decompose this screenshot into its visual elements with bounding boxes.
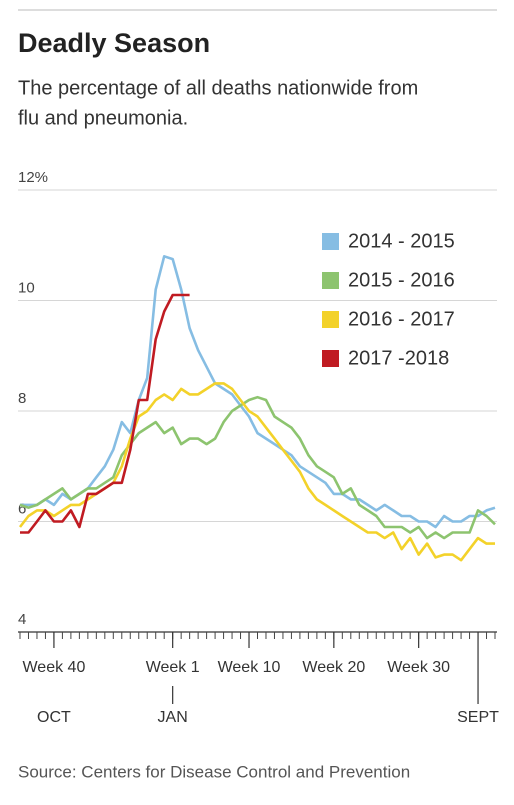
legend-swatch bbox=[322, 272, 339, 289]
chart-subtitle: flu and pneumonia. bbox=[18, 107, 188, 129]
x-tick-label: Week 1 bbox=[146, 659, 200, 676]
month-label: SEPT bbox=[457, 709, 499, 726]
legend-swatch bbox=[322, 350, 339, 367]
y-tick-label: 6 bbox=[18, 500, 26, 517]
legend-label: 2016 - 2017 bbox=[348, 308, 455, 330]
x-tick-label: Week 10 bbox=[218, 659, 281, 676]
x-tick-label: Week 30 bbox=[387, 659, 450, 676]
y-tick-label: 8 bbox=[18, 390, 26, 407]
series-line bbox=[19, 395, 496, 540]
legend-swatch bbox=[322, 233, 339, 250]
x-tick-label: Week 20 bbox=[302, 659, 365, 676]
month-label: OCT bbox=[37, 709, 71, 726]
legend-label: 2015 - 2016 bbox=[348, 269, 455, 291]
chart-subtitle: The percentage of all deaths nationwide … bbox=[18, 77, 418, 99]
legend-label: 2014 - 2015 bbox=[348, 230, 455, 252]
x-tick-label: Week 40 bbox=[22, 659, 85, 676]
legend-swatch bbox=[322, 311, 339, 328]
y-tick-label: 4 bbox=[18, 611, 26, 628]
month-label: JAN bbox=[158, 709, 188, 726]
legend-label: 2017 -2018 bbox=[348, 347, 449, 369]
y-tick-label: 12% bbox=[18, 169, 48, 186]
series-line bbox=[20, 255, 496, 529]
y-tick-label: 10 bbox=[18, 279, 35, 296]
chart-title: Deadly Season bbox=[18, 28, 210, 58]
source: Source: Centers for Disease Control and … bbox=[18, 762, 410, 781]
series-line bbox=[20, 293, 190, 534]
